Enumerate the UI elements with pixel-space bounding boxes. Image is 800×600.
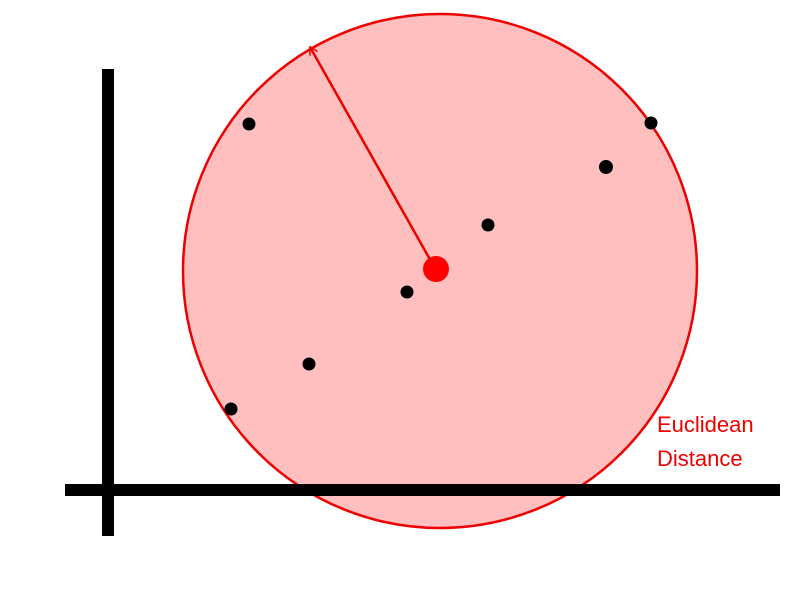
x-axis [65,484,780,496]
data-point [644,116,658,130]
data-point [242,117,256,131]
data-point [599,160,613,174]
data-points [224,116,658,416]
label-line-1: Euclidean [657,412,754,437]
data-point [302,357,316,371]
center-point [423,256,449,282]
data-point [224,402,238,416]
euclidean-distance-label: Euclidean Distance [657,412,758,471]
label-line-2: Distance [657,446,743,471]
y-axis [102,69,114,536]
radius-arrow [310,47,434,264]
data-point [400,285,414,299]
data-point [481,218,495,232]
